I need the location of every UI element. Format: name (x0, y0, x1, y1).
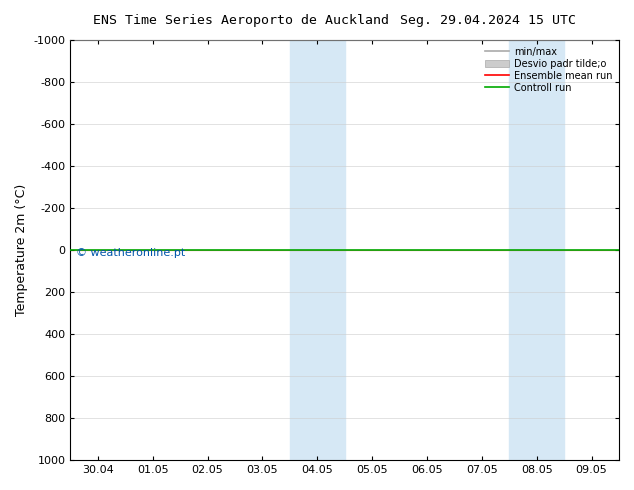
Text: ENS Time Series Aeroporto de Auckland: ENS Time Series Aeroporto de Auckland (93, 14, 389, 27)
Bar (509, 40, 564, 460)
Text: © weatheronline.pt: © weatheronline.pt (76, 248, 185, 258)
Bar (290, 40, 345, 460)
Text: Seg. 29.04.2024 15 UTC: Seg. 29.04.2024 15 UTC (400, 14, 576, 27)
Y-axis label: Temperature 2m (°C): Temperature 2m (°C) (15, 184, 28, 316)
Legend: min/max, Desvio padr tilde;o, Ensemble mean run, Controll run: min/max, Desvio padr tilde;o, Ensemble m… (482, 45, 614, 95)
